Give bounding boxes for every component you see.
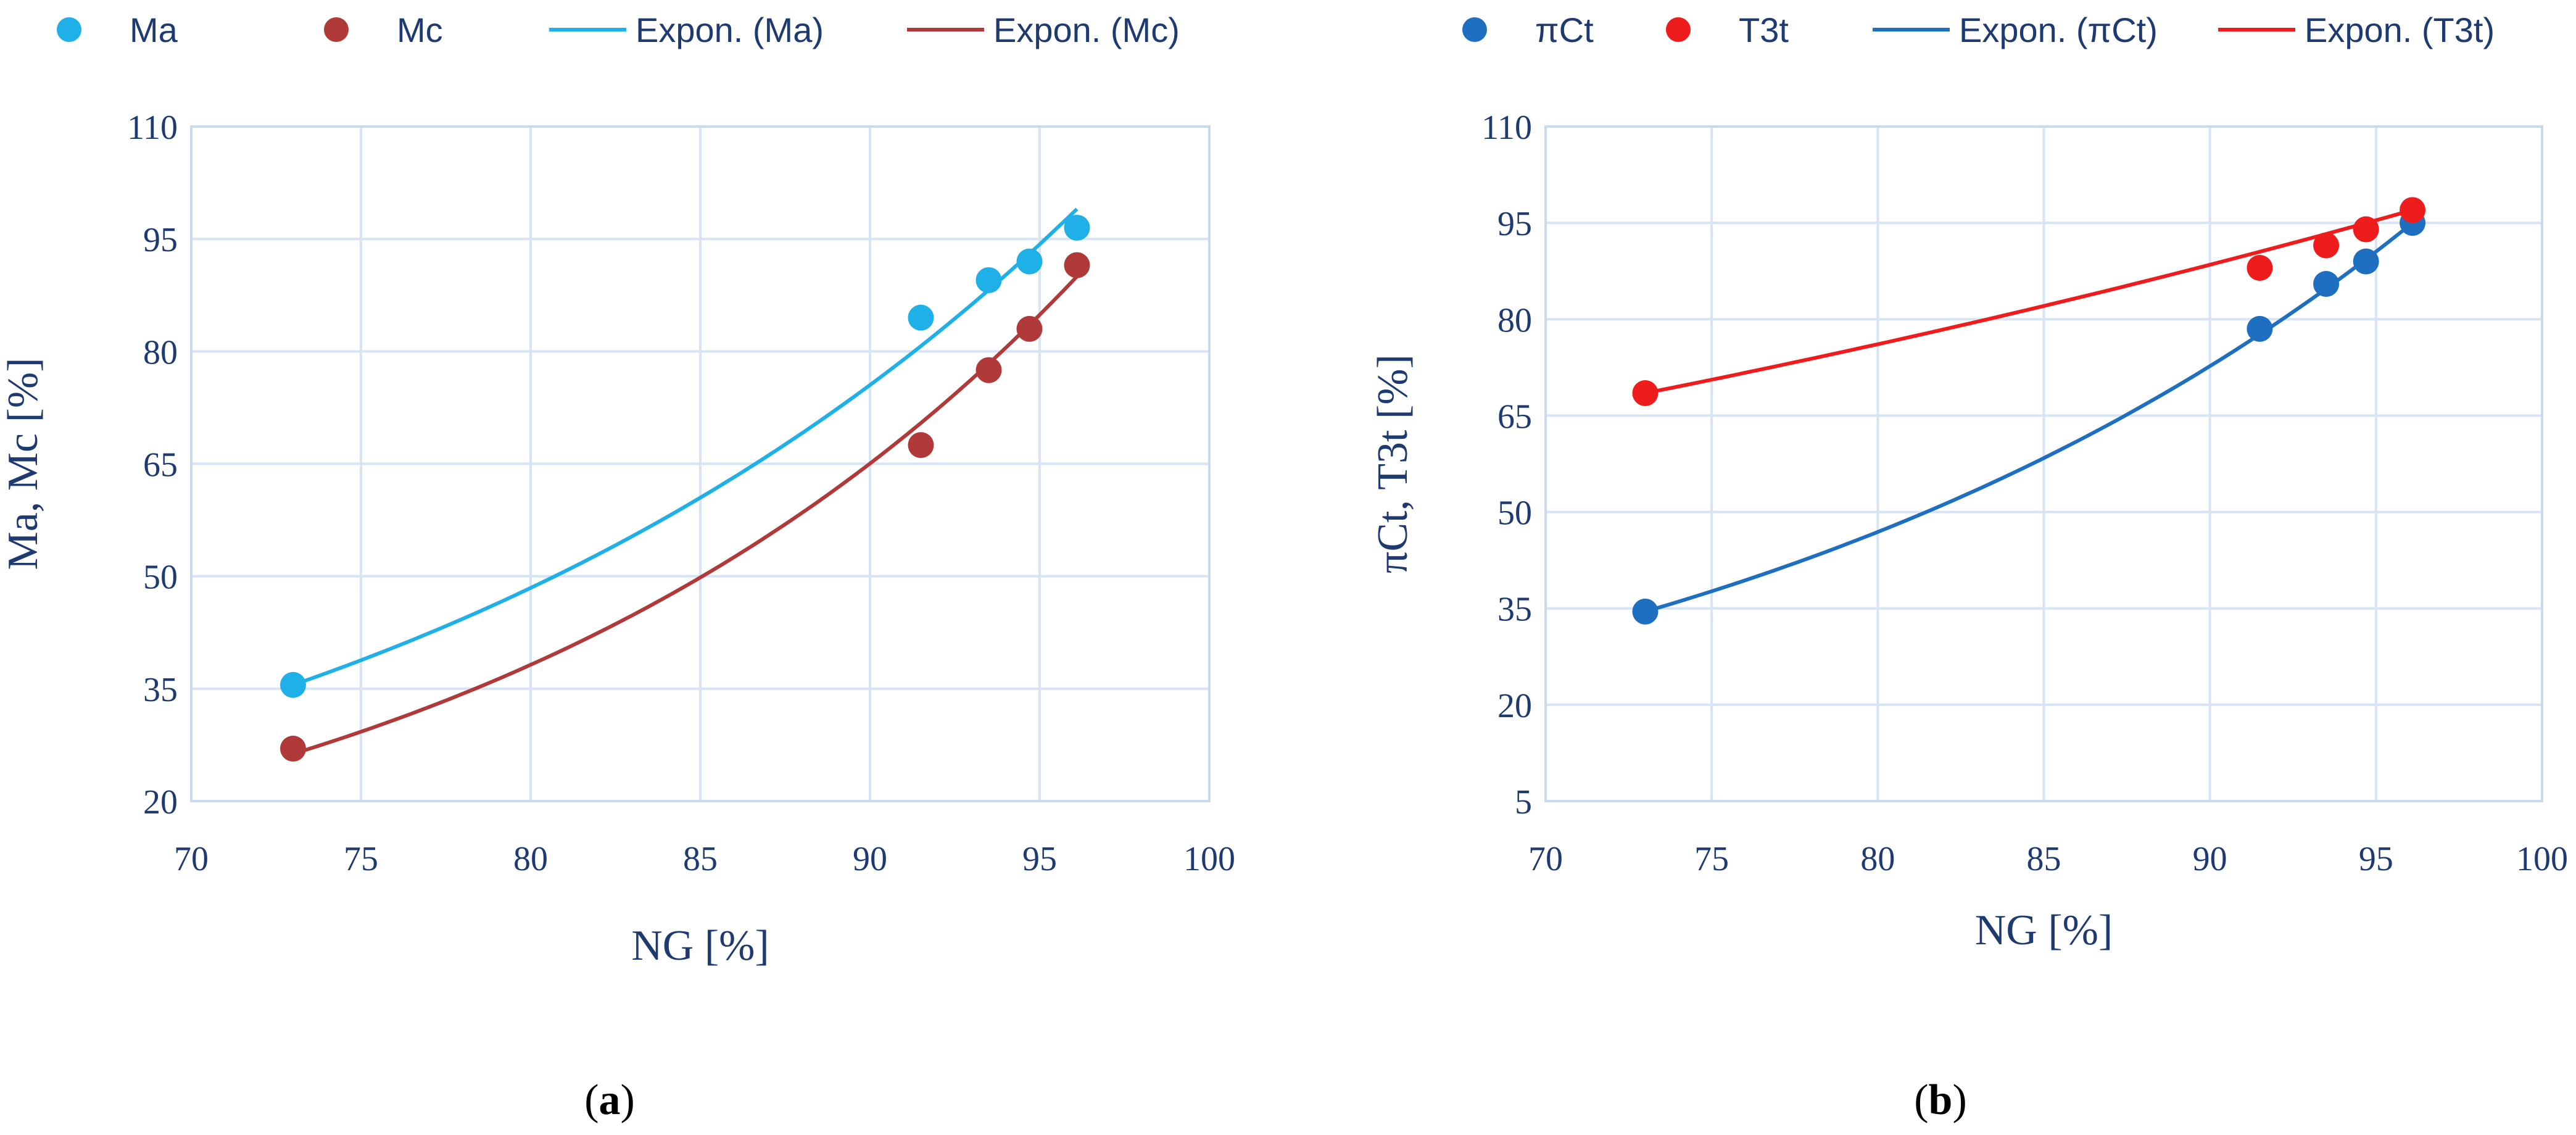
trendline-expon-ct bbox=[1644, 221, 2414, 613]
trendline-expon-t3t bbox=[1644, 208, 2413, 395]
data-point-mc bbox=[280, 735, 306, 762]
data-point-t3t bbox=[2313, 232, 2340, 259]
x-tick-label: 100 bbox=[2516, 840, 2568, 878]
x-tick-label: 95 bbox=[1022, 840, 1057, 878]
data-point-mc bbox=[1064, 252, 1090, 278]
y-tick-label: 20 bbox=[143, 783, 178, 821]
y-tick-label: 110 bbox=[127, 109, 178, 147]
y-tick-label: 50 bbox=[1497, 494, 1532, 533]
x-axis-title: NG [%] bbox=[1975, 907, 2113, 954]
y-tick-label: 80 bbox=[143, 333, 178, 372]
y-tick-label: 65 bbox=[1497, 397, 1532, 436]
data-point-t3t bbox=[2353, 216, 2379, 243]
data-point-ma bbox=[280, 671, 306, 698]
data-point-t3t bbox=[1632, 380, 1659, 406]
y-tick-label: 80 bbox=[1497, 301, 1532, 339]
chart-panel-b: 70 75 80 85 90 95 100 5 20 35 50 65 80 95 110 NG [%] πCt… bbox=[1369, 10, 2568, 1124]
x-tick-label: 90 bbox=[853, 840, 887, 878]
legend-label: Expon. (πCt) bbox=[1959, 10, 2158, 49]
panel-label: b bbox=[1929, 1076, 1953, 1124]
x-tick-label: 90 bbox=[2193, 840, 2227, 878]
plot-area bbox=[190, 125, 1211, 802]
legend-label: Expon. (T3t) bbox=[2305, 10, 2495, 49]
data-point-ct bbox=[2353, 248, 2379, 275]
legend-marker bbox=[1666, 17, 1691, 42]
y-tick-label: 65 bbox=[143, 446, 178, 484]
data-point-mc bbox=[908, 432, 934, 459]
chart-panel-a: 70 75 80 85 90 95 100 20 35 50 65 80 95 110 NG [%] Ma, … bbox=[0, 10, 1235, 1124]
data-point-ma bbox=[1064, 214, 1090, 241]
trendline-expon-ma bbox=[292, 207, 1079, 687]
y-tick-label: 35 bbox=[1497, 591, 1532, 629]
data-point-t3t bbox=[2400, 197, 2426, 223]
data-point-ma bbox=[975, 267, 1002, 293]
x-tick-label: 70 bbox=[174, 840, 209, 878]
data-point-t3t bbox=[2247, 255, 2273, 281]
y-axis-title: πCt, T3t [%] bbox=[1369, 354, 1417, 573]
x-axis-title: NG [%] bbox=[631, 922, 769, 970]
x-tick-label: 70 bbox=[1528, 840, 1563, 878]
legend-marker bbox=[1462, 17, 1487, 42]
data-point-ct bbox=[2313, 271, 2340, 297]
y-tick-label: 95 bbox=[143, 221, 178, 259]
x-tick-label: 85 bbox=[683, 840, 718, 878]
x-tick-label: 80 bbox=[513, 840, 548, 878]
legend-label: Ma bbox=[130, 10, 178, 49]
data-point-mc bbox=[1016, 315, 1043, 342]
x-tick-label: 75 bbox=[344, 840, 378, 878]
legend-label: T3t bbox=[1739, 10, 1789, 49]
data-point-ma bbox=[1016, 248, 1043, 275]
y-tick-label: 50 bbox=[143, 559, 178, 597]
y-tick-label: 95 bbox=[1497, 205, 1532, 243]
trendline-expon-mc bbox=[292, 275, 1079, 756]
y-tick-label: 35 bbox=[143, 671, 178, 709]
plot-area bbox=[1544, 125, 2543, 802]
x-tick-label: 75 bbox=[1694, 840, 1729, 878]
data-point-ma bbox=[908, 304, 934, 331]
legend-marker bbox=[324, 17, 349, 42]
x-tick-label: 85 bbox=[2027, 840, 2061, 878]
panel-caption: (b) bbox=[1914, 1076, 1967, 1124]
legend-label: Mc bbox=[397, 10, 443, 49]
x-tick-label: 95 bbox=[2359, 840, 2393, 878]
legend-label: πCt bbox=[1535, 10, 1594, 49]
legend-label: Expon. (Ma) bbox=[636, 10, 824, 49]
legend-marker bbox=[57, 17, 81, 42]
y-tick-label: 110 bbox=[1481, 109, 1532, 147]
panel-caption: (a) bbox=[584, 1076, 635, 1124]
panel-label: a bbox=[599, 1076, 621, 1124]
x-tick-label: 100 bbox=[1183, 840, 1235, 878]
data-point-ct bbox=[2247, 315, 2273, 342]
y-tick-label: 5 bbox=[1515, 783, 1532, 821]
x-tick-label: 80 bbox=[1860, 840, 1895, 878]
data-point-mc bbox=[975, 357, 1002, 383]
legend-label: Expon. (Mc) bbox=[993, 10, 1180, 49]
data-point-ct bbox=[1632, 598, 1659, 625]
y-axis-title: Ma, Mc [%] bbox=[0, 357, 47, 570]
y-tick-label: 20 bbox=[1497, 687, 1532, 725]
